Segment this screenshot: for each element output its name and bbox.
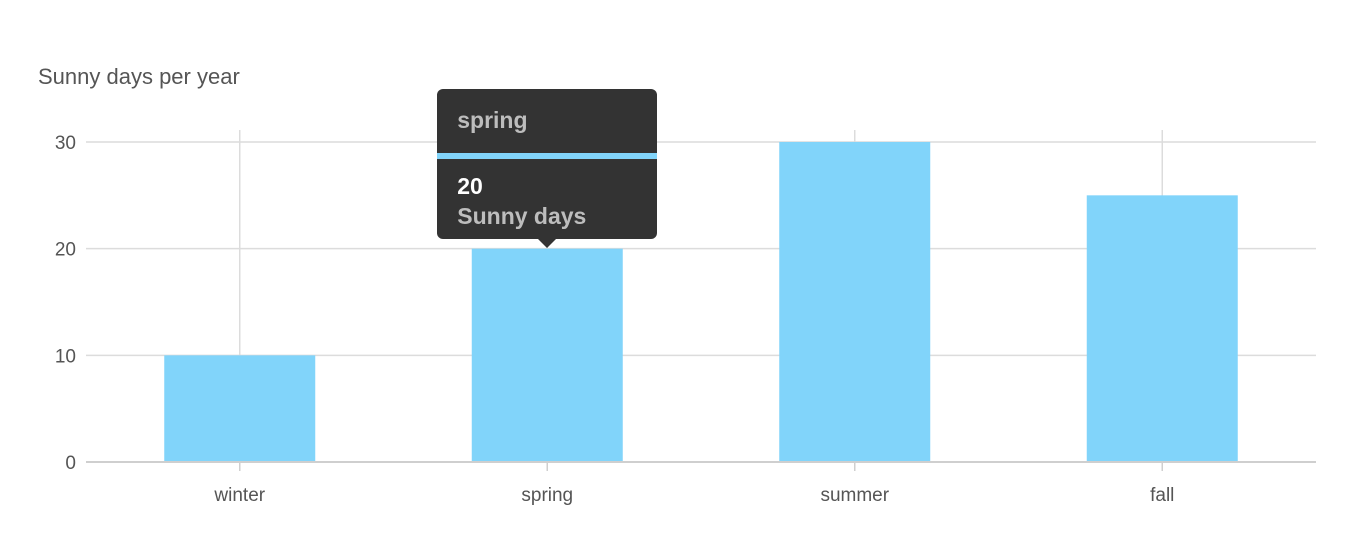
tooltip-title: spring (457, 106, 528, 133)
bar-summer[interactable] (779, 142, 931, 462)
x-tick-label-winter: winter (213, 485, 265, 506)
tooltip-body: 20 Sunny days (437, 159, 657, 242)
tooltip-value: 20 (457, 172, 483, 199)
bar-winter[interactable] (164, 355, 316, 462)
tooltip: spring 20 Sunny days (437, 88, 658, 248)
chart-title: Sunny days per year (38, 64, 240, 89)
bar-fall[interactable] (1086, 195, 1238, 463)
y-tick-label-10: 10 (55, 346, 76, 367)
tooltip-accent-bar (437, 152, 658, 159)
bars (164, 142, 1238, 463)
x-tick-label-summer: summer (820, 485, 889, 506)
axes: 0 10 20 30 winter spring summer fall (55, 133, 1316, 506)
y-tick-label-30: 30 (55, 133, 76, 154)
bar-spring[interactable] (471, 248, 623, 462)
tooltip-caret (537, 237, 558, 248)
y-tick-label-0: 0 (65, 453, 76, 474)
x-tick-label-spring: spring (521, 485, 573, 506)
y-tick-label-20: 20 (55, 240, 76, 261)
x-tick-label-fall: fall (1150, 485, 1174, 506)
tooltip-label: Sunny days (457, 202, 587, 229)
